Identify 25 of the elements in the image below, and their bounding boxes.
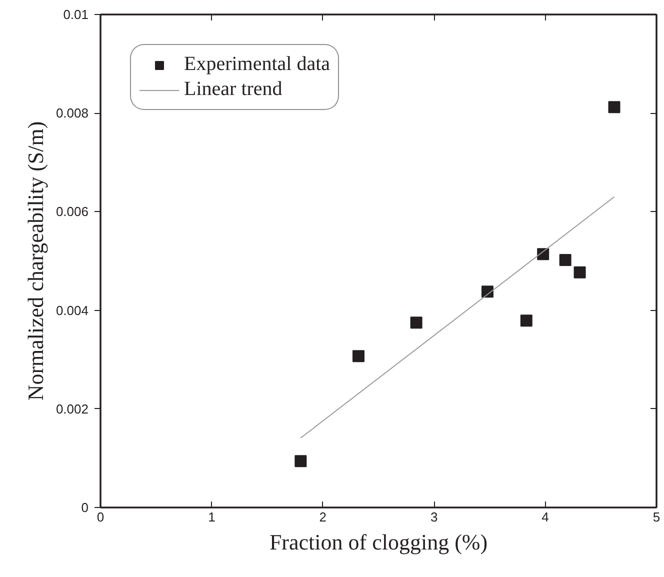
point — [294, 455, 307, 468]
x-tick-label: 5 — [652, 510, 660, 524]
point — [608, 101, 620, 114]
y-tick-label: 0.008 — [56, 106, 89, 121]
y-tick-label: 0.002 — [56, 401, 89, 416]
x-tick-label: 4 — [542, 510, 549, 524]
legend-label: Experimental data — [184, 53, 330, 76]
x-axis-title: Fraction of clogging (%) — [269, 530, 488, 554]
y-axis-title: Normalized chargeability (S/m) — [22, 121, 48, 401]
x-tick-label: 3 — [430, 510, 438, 524]
y-tick-label: 0 — [81, 500, 89, 515]
point — [559, 254, 572, 266]
point — [352, 350, 364, 362]
point — [410, 316, 422, 329]
x-tick-label: 1 — [208, 510, 216, 524]
y-tick-label: 0.01 — [63, 7, 89, 22]
point — [481, 286, 494, 298]
point — [537, 248, 550, 260]
y-tick-label: 0.006 — [56, 204, 89, 220]
point — [574, 266, 586, 278]
legend-label: Linear trend — [184, 78, 282, 101]
x-tick-label: 0 — [96, 510, 104, 524]
point — [520, 314, 532, 327]
x-tick-label: 2 — [319, 510, 327, 524]
y-tick-label: 0.004 — [56, 302, 89, 318]
